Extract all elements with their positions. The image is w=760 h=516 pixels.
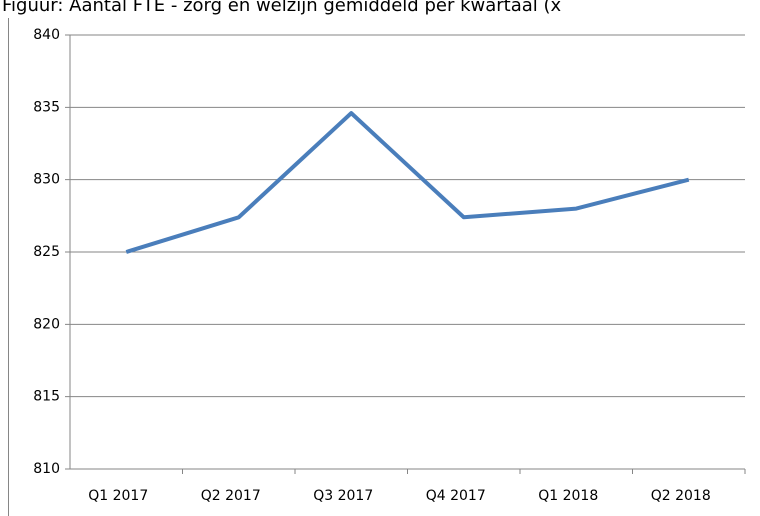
data-line (125, 111, 690, 254)
y-tick-label: 840 (33, 27, 60, 43)
y-tick-label: 830 (33, 172, 60, 188)
y-tick-label: 835 (33, 99, 60, 115)
y-tick-label: 815 (33, 389, 60, 405)
x-tick-label: Q2 2017 (201, 488, 261, 504)
chart-title: Figuur: Aantal FTE - zorg en welzijn gem… (2, 0, 562, 16)
x-tick-label: Q1 2018 (538, 488, 598, 504)
x-tick-label: Q2 2018 (651, 488, 711, 504)
y-tick-label: 810 (33, 461, 60, 477)
y-tick-label: 825 (33, 244, 60, 260)
x-tick-label: Q1 2017 (88, 488, 148, 504)
x-tick-label: Q4 2017 (426, 488, 486, 504)
y-tick-label: 820 (33, 316, 60, 332)
x-tick-label: Q3 2017 (313, 488, 373, 504)
